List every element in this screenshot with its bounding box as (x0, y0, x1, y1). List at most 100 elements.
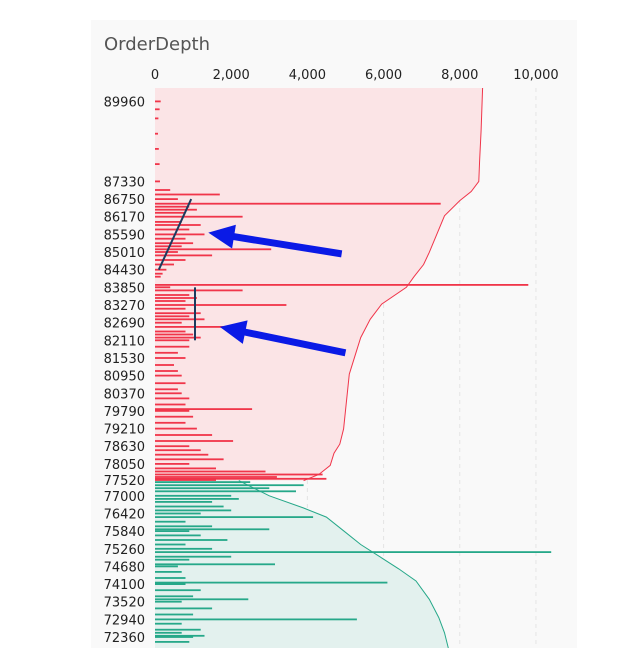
bid-depth-bar (155, 631, 182, 634)
y-tick-label: 83850 (104, 281, 145, 296)
ask-depth-bar (155, 284, 529, 286)
y-tick-label: 74100 (104, 578, 145, 593)
y-tick-label: 72360 (104, 631, 145, 646)
ask-depth-bar (155, 458, 224, 461)
y-tick-label: 75840 (104, 525, 145, 540)
ask-depth-bar (155, 434, 213, 436)
bid-depth-bar (155, 509, 232, 512)
bid-depth-bar (155, 598, 249, 601)
ask-depth-bar (155, 449, 201, 452)
bid-depth-bar (155, 498, 239, 500)
arrow-shaft (231, 232, 343, 258)
ask-depth-bar (155, 463, 190, 465)
ask-depth-bar (155, 193, 220, 196)
ask-depth-bar (155, 470, 266, 473)
y-axis: 89960 87330 86750 86170 85590 85010 84430 83850… (104, 95, 145, 646)
ask-depth-bar (155, 163, 160, 165)
ask-depth-bar (155, 392, 182, 395)
ask-depth-bar (155, 228, 190, 231)
ask-depth-bar (155, 364, 174, 366)
ask-depth-bar (155, 382, 186, 385)
ask-depth-bar (155, 388, 178, 391)
bid-depth-bar (155, 481, 251, 483)
ask-depth-bar (155, 272, 163, 275)
ask-depth-bar (155, 297, 197, 299)
y-tick-label: 79790 (104, 405, 145, 420)
y-tick-label: 89960 (104, 95, 145, 110)
bid-depth-bar (155, 525, 213, 528)
bid-depth-bar (155, 534, 201, 537)
ask-depth-bar (155, 233, 205, 236)
ask-depth-bar (155, 351, 178, 354)
x-tick-label: 10,000 (513, 68, 559, 83)
bid-depth-bar (155, 613, 194, 616)
trend-line (157, 198, 193, 271)
bid-depth-bar (155, 490, 296, 493)
ask-depth-bar (155, 300, 186, 302)
ask-depth-bar (155, 440, 234, 442)
y-tick-label: 80950 (104, 370, 145, 385)
y-tick-label: 85010 (104, 246, 145, 261)
ask-depth-bar (155, 318, 205, 321)
ask-depth-bar (155, 403, 186, 406)
ask-depth-bar (155, 345, 190, 348)
y-tick-label: 86750 (104, 193, 145, 208)
ask-depth-bar (155, 304, 287, 306)
y-tick-label: 72940 (104, 613, 145, 628)
x-axis: 0 2,000 4,000 6,000 8,000 10,000 (151, 68, 559, 83)
bid-depth-bar (155, 558, 190, 561)
bid-depth-bar (155, 600, 182, 603)
y-tick-label: 73520 (104, 596, 145, 611)
y-tick-label: 77000 (104, 490, 145, 505)
bid-depth-bar (155, 530, 190, 532)
bid-depth-bar (155, 618, 357, 621)
ask-depth-bar (155, 202, 441, 205)
ask-depth-bar (155, 357, 186, 359)
bid-depth-bar (155, 487, 270, 490)
ask-depth-bar (155, 415, 194, 418)
bid-depth-bar (155, 571, 182, 573)
bid-depth-bar (155, 589, 201, 592)
ask-depth-bar (155, 237, 186, 240)
y-tick-label: 78630 (104, 440, 145, 455)
ask-depth-bar (155, 205, 190, 208)
y-tick-label: 82690 (104, 317, 145, 332)
y-tick-label: 78050 (104, 458, 145, 473)
ask-depth-bar (155, 254, 213, 257)
y-tick-label: 80370 (104, 387, 145, 402)
bid-depth-bar (155, 628, 201, 631)
bid-depth-bar (155, 501, 213, 503)
arrow-head (219, 320, 248, 344)
bid-depth-bar (155, 512, 201, 515)
bid-depth-bar (155, 505, 224, 508)
ask-depth-bar (155, 312, 201, 315)
ask-depth-bar (155, 477, 327, 480)
ask-depth-bar (155, 427, 197, 430)
bid-depth-bar (155, 516, 314, 518)
bid-depth-bar (155, 577, 186, 579)
x-tick-label: 0 (151, 68, 159, 83)
ask-depth-bar (155, 476, 277, 478)
bid-cumulative-area (155, 480, 449, 648)
ask-depth-bar (155, 326, 243, 328)
y-tick-label: 74680 (104, 560, 145, 575)
x-tick-label: 6,000 (365, 68, 402, 83)
bid-depth-bar (155, 636, 194, 638)
arrow-head (208, 224, 236, 249)
bid-depth-bar (155, 583, 186, 585)
bid-depth-bar (155, 563, 275, 566)
ask-depth-bar (155, 117, 159, 120)
bid-depth-bar (155, 555, 232, 558)
ask-depth-bar (155, 148, 159, 150)
chart-title: OrderDepth (104, 34, 210, 55)
ask-depth-bar (155, 198, 178, 200)
y-tick-label: 77520 (104, 474, 145, 489)
ask-depth-bar (155, 221, 182, 223)
bid-depth-bar (155, 565, 178, 568)
bid-depth-bar (155, 634, 205, 637)
ask-depth-bar (155, 259, 186, 261)
y-tick-label: 86170 (104, 211, 145, 226)
ask-depth-bar (155, 289, 243, 292)
y-tick-label: 76420 (104, 507, 145, 522)
